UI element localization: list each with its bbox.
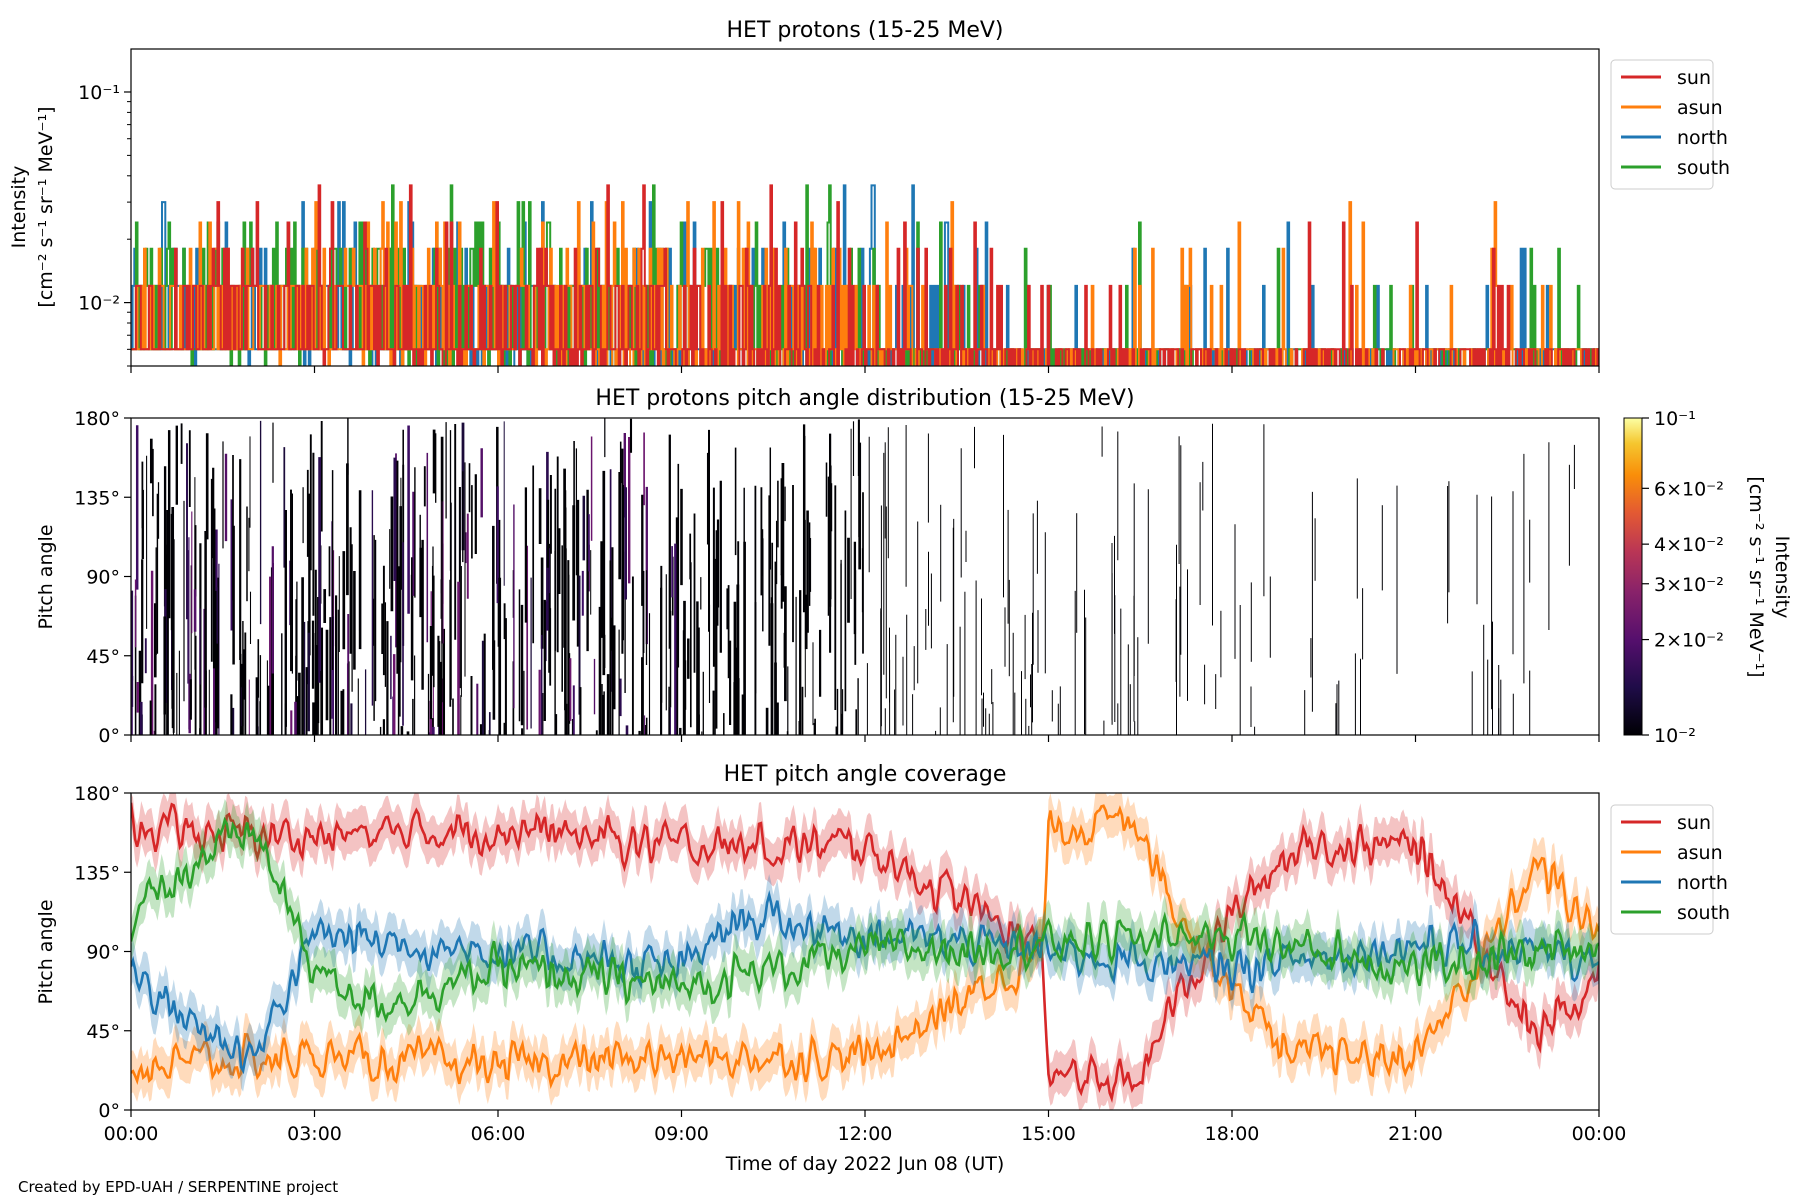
y-tick-label: 180°	[74, 783, 120, 805]
y-tick-label: 45°	[86, 1021, 120, 1043]
x-tick-label: 09:00	[654, 1123, 709, 1145]
coverage-line-south	[131, 816, 1599, 1024]
coverage-band-south	[131, 799, 1599, 1041]
panel3-ylabel: Pitch angle	[35, 899, 57, 1004]
x-tick-label: 18:00	[1205, 1123, 1260, 1145]
coverage-band-asun	[131, 793, 1599, 1106]
legend-box	[1610, 59, 1714, 190]
panel-pitch-angle-coverage: HET pitch angle coverage 0° 45° 90° 135° 180…	[35, 762, 1730, 1175]
y-tick-label: 135°	[74, 862, 120, 884]
legend-label-south: south	[1677, 902, 1730, 924]
panel1-legend: sun asun north south	[1610, 59, 1730, 190]
legend-label-asun: asun	[1677, 842, 1723, 864]
x-tick-label: 21:00	[1388, 1123, 1443, 1145]
x-tick-label: 06:00	[471, 1123, 526, 1145]
colorbar-label-line1: Intensity	[1771, 536, 1793, 619]
y-tick-label: 90°	[86, 942, 120, 964]
panel1-title: HET protons (15-25 MeV)	[727, 18, 1004, 43]
colorbar-tick-label: 10⁻²	[1654, 725, 1696, 747]
intensity-line-sun	[131, 184, 1599, 366]
y-tick-label: 0°	[98, 1100, 120, 1122]
coverage-line-sun	[131, 802, 1599, 1103]
panel2-y-ticks: 0° 45° 90° 135° 180°	[74, 408, 131, 747]
panel-pitch-angle-distribution: HET protons pitch angle distribution (15…	[35, 386, 1793, 747]
legend-label-asun: asun	[1677, 97, 1723, 119]
colorbar-tick-label: 2×10⁻²	[1654, 630, 1724, 652]
x-tick-label: 00:00	[104, 1123, 159, 1145]
colorbar	[1623, 417, 1643, 736]
colorbar-tick-label: 3×10⁻²	[1654, 574, 1724, 596]
credit-text: Created by EPD-UAH / SERPENTINE project	[18, 1178, 338, 1196]
panel1-x-ticks	[130, 366, 1600, 373]
panel2-heatmap-area	[131, 418, 1575, 735]
colorbar-tick-label: 10⁻¹	[1654, 408, 1696, 430]
panel1-ylabel-line1: Intensity	[8, 166, 30, 249]
coverage-band-sun	[131, 793, 1599, 1110]
legend-label-north: north	[1677, 127, 1728, 149]
legend-label-north: north	[1677, 872, 1728, 894]
legend-label-sun: sun	[1677, 67, 1711, 89]
panel3-series-area	[131, 793, 1599, 1110]
colorbar-tick-label: 4×10⁻²	[1654, 534, 1724, 556]
legend-label-south: south	[1677, 157, 1730, 179]
colorbar-label-line2: [cm⁻² s⁻¹ sr⁻¹ MeV⁻¹]	[1745, 476, 1767, 677]
panel2-x-ticks	[130, 735, 1600, 742]
panel-intensity: HET protons (15-25 MeV) 10⁻¹ 10⁻² Intensi…	[8, 18, 1730, 373]
colorbar-tick-label: 6×10⁻²	[1654, 478, 1724, 500]
panel3-title: HET pitch angle coverage	[724, 762, 1007, 787]
panel1-ylabel-line2: [cm⁻² s⁻¹ sr⁻¹ MeV⁻¹]	[35, 106, 57, 307]
coverage-line-asun	[131, 804, 1599, 1090]
panel3-y-ticks: 0° 45° 90° 135° 180°	[74, 783, 131, 1122]
panel3-x-ticks: 00:00 03:00 06:00 09:00 12:00 15:00 18:00 21:00…	[104, 1110, 1627, 1145]
panel2-title: HET protons pitch angle distribution (15…	[595, 386, 1134, 411]
panel1-y-ticks: 10⁻¹ 10⁻²	[78, 82, 131, 367]
y-tick-label: 45°	[86, 646, 120, 668]
y-tick-label: 90°	[86, 567, 120, 589]
legend-label-sun: sun	[1677, 812, 1711, 834]
y-tick-label: 10⁻²	[78, 293, 120, 315]
x-tick-label: 12:00	[838, 1123, 893, 1145]
x-tick-label: 00:00	[1572, 1123, 1627, 1145]
panel2-ylabel: Pitch angle	[35, 524, 57, 629]
y-tick-label: 180°	[74, 408, 120, 430]
y-tick-label: 135°	[74, 487, 120, 509]
x-axis-label: Time of day 2022 Jun 08 (UT)	[725, 1153, 1005, 1175]
legend-box	[1610, 804, 1714, 935]
panel1-series-area	[131, 184, 1599, 366]
x-tick-label: 15:00	[1021, 1123, 1076, 1145]
x-tick-label: 03:00	[287, 1123, 342, 1145]
colorbar-ticks: 10⁻¹ 6×10⁻² 4×10⁻² 3×10⁻² 2×10⁻² 10⁻²	[1642, 408, 1724, 747]
y-tick-label: 0°	[98, 725, 120, 747]
coverage-line-north	[131, 890, 1599, 1075]
panel3-legend: sun asun north south	[1610, 804, 1730, 935]
y-tick-label: 10⁻¹	[78, 82, 120, 104]
